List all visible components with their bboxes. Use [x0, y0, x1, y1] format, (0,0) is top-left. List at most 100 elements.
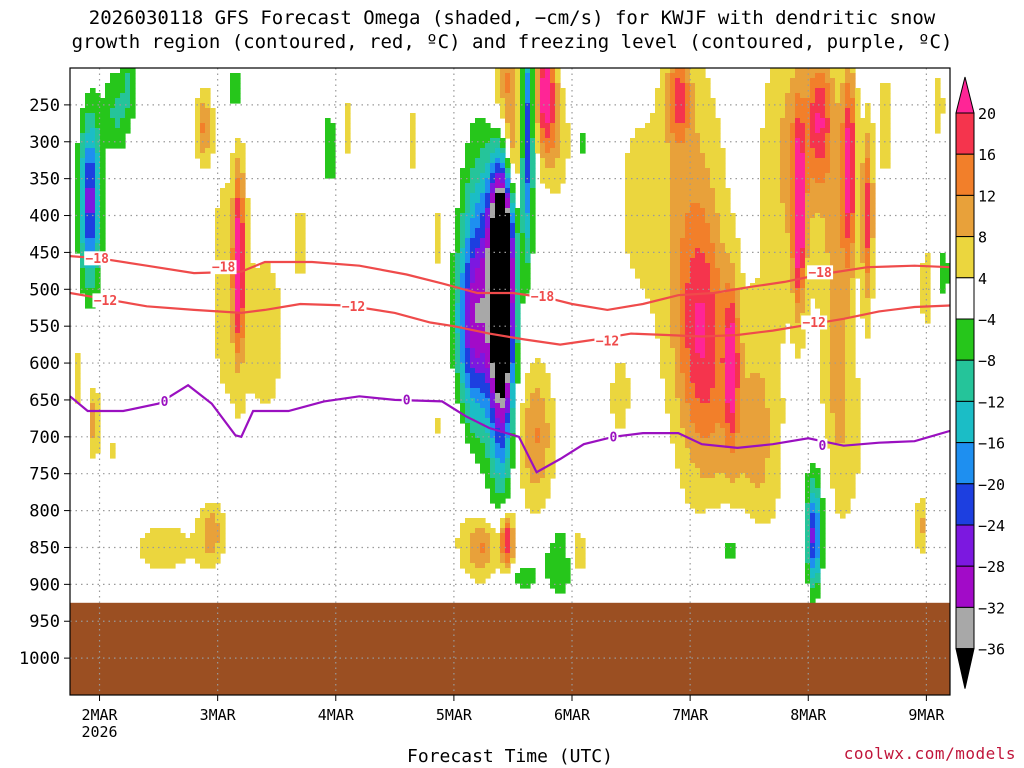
omega-cell — [705, 313, 716, 319]
omega-cell — [205, 523, 221, 529]
omega-cell — [935, 123, 941, 129]
omega-cell — [230, 223, 236, 229]
omega-cell — [490, 388, 496, 394]
omega-cell — [815, 98, 826, 104]
omega-cell — [555, 533, 566, 539]
omega-cell — [460, 393, 466, 399]
omega-cell — [765, 478, 781, 484]
omega-cell — [690, 208, 706, 214]
omega-cell — [500, 523, 506, 529]
omega-cell — [235, 333, 246, 339]
omega-cell — [845, 263, 851, 269]
omega-cell — [735, 358, 741, 364]
omega-cell — [485, 408, 491, 414]
omega-cell — [725, 473, 741, 479]
omega-cell — [455, 378, 461, 384]
omega-cell — [230, 98, 241, 104]
omega-cell — [820, 393, 831, 399]
omega-cell — [510, 233, 516, 239]
omega-cell — [560, 93, 566, 99]
omega-cell — [240, 213, 246, 219]
omega-cell — [670, 118, 676, 124]
omega-cell — [195, 523, 206, 529]
omega-cell — [95, 243, 101, 249]
omega-cell — [500, 113, 506, 119]
omega-cell — [825, 78, 836, 84]
omega-cell — [140, 553, 221, 559]
omega-cell — [725, 408, 731, 414]
omega-cell — [675, 383, 686, 389]
omega-cell — [195, 113, 201, 119]
omega-cell — [690, 88, 696, 94]
omega-cell — [635, 133, 666, 139]
omega-cell — [550, 68, 556, 74]
omega-cell — [845, 328, 856, 334]
omega-cell — [805, 178, 811, 184]
omega-cell — [465, 378, 471, 384]
omega-cell — [240, 218, 246, 224]
omega-cell — [435, 243, 441, 249]
omega-cell — [675, 453, 691, 459]
omega-cell — [850, 303, 856, 309]
omega-cell — [200, 118, 211, 124]
omega-cell — [670, 168, 711, 174]
omega-cell — [510, 258, 516, 264]
omega-cell — [830, 303, 851, 309]
omega-cell — [115, 123, 121, 129]
omega-cell — [515, 338, 521, 344]
omega-cell — [490, 433, 496, 439]
omega-cell — [505, 433, 511, 439]
omega-cell — [215, 213, 231, 219]
omega-cell — [625, 218, 671, 224]
omega-cell — [870, 213, 876, 219]
omega-cell — [490, 488, 496, 494]
credit-link[interactable]: coolwx.com/models — [843, 744, 1016, 763]
omega-cell — [480, 263, 486, 269]
omega-cell — [810, 568, 821, 574]
omega-cell — [845, 383, 861, 389]
x-tick-label: 4MAR — [318, 706, 355, 724]
omega-cell — [480, 193, 486, 199]
omega-cell — [485, 198, 491, 204]
omega-cell — [690, 378, 716, 384]
omega-cell — [695, 423, 716, 429]
omega-cell — [805, 563, 811, 569]
omega-cell — [90, 128, 96, 134]
omega-cell — [920, 273, 931, 279]
omega-cell — [805, 173, 826, 179]
omega-cell — [825, 88, 831, 94]
omega-cell — [410, 138, 416, 144]
omega-cell — [540, 173, 566, 179]
omega-cell — [515, 98, 521, 104]
omega-cell — [850, 228, 856, 234]
omega-cell — [545, 158, 556, 164]
omega-cell — [520, 408, 526, 414]
omega-cell — [780, 118, 796, 124]
omega-cell — [815, 523, 821, 529]
omega-cell — [645, 293, 671, 299]
omega-cell — [480, 198, 486, 204]
omega-cell — [295, 243, 306, 249]
omega-cell — [505, 538, 511, 544]
omega-cell — [215, 313, 231, 319]
omega-cell — [510, 148, 521, 154]
omega-cell — [840, 183, 846, 189]
omega-cell — [800, 248, 806, 254]
omega-cell — [240, 158, 246, 164]
omega-cell — [880, 153, 891, 159]
omega-cell — [940, 263, 950, 269]
omega-cell — [790, 178, 796, 184]
omega-cell — [525, 503, 546, 509]
omega-cell — [800, 283, 806, 289]
omega-cell — [720, 218, 736, 224]
omega-cell — [235, 138, 241, 144]
omega-cell — [460, 373, 466, 379]
omega-cell — [790, 158, 796, 164]
omega-cell — [80, 228, 86, 234]
omega-cell — [660, 78, 666, 84]
omega-cell — [920, 288, 931, 294]
omega-cell — [670, 338, 681, 344]
omega-cell — [870, 283, 876, 289]
omega-cell — [530, 98, 536, 104]
omega-cell — [670, 258, 681, 264]
